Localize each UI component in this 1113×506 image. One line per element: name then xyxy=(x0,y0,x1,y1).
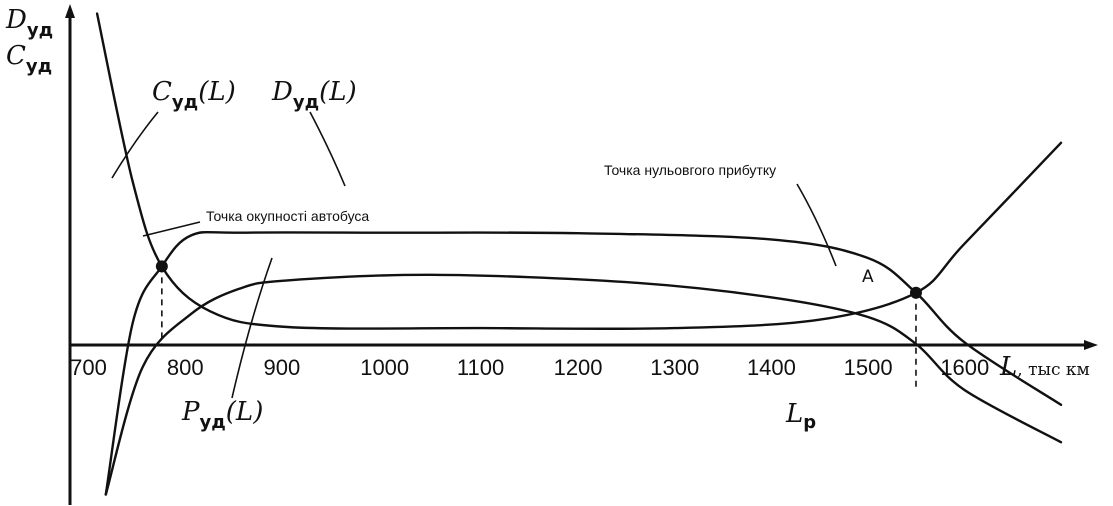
payback-point-marker xyxy=(155,260,168,273)
x-tick-label: 1200 xyxy=(554,355,603,380)
c-curve-leader xyxy=(111,111,159,179)
c-curve-label: Cуд(L) xyxy=(152,77,236,113)
x-tick-label: 900 xyxy=(264,355,301,380)
point-a-label: A xyxy=(862,267,874,287)
y-axis-arrow xyxy=(65,4,75,18)
zero-profit-leader xyxy=(796,183,837,267)
point-a-marker xyxy=(909,286,922,299)
curve-p xyxy=(104,273,1063,496)
x-tick-label: 1400 xyxy=(747,355,796,380)
p-curve-leader xyxy=(231,257,273,399)
x-tick-label: 1100 xyxy=(457,355,504,380)
d-curve-label: Dуд(L) xyxy=(271,77,357,113)
x-tick-label: 1000 xyxy=(360,355,409,380)
x-tick-label: 700 xyxy=(70,355,107,380)
d-curve-leader xyxy=(309,111,346,187)
x-tick-label: 1500 xyxy=(844,355,893,380)
p-curve-label: Pуд(L) xyxy=(181,397,263,433)
curve-c xyxy=(95,12,1063,331)
zero-profit-annotation: Точка нульовгого прибутку xyxy=(604,162,776,178)
y-axis-label-d: Dуд xyxy=(5,5,53,41)
payback-annotation: Точка окупності автобуса xyxy=(206,208,369,224)
x-tick-label: 800 xyxy=(167,355,204,380)
payback-leader xyxy=(142,221,201,237)
x-axis-label: L, тыс км xyxy=(999,352,1090,382)
lp-label: Lр xyxy=(785,399,816,433)
y-axis-label-c: Cуд xyxy=(6,41,52,77)
x-tick-label: 1300 xyxy=(650,355,699,380)
x-axis-arrow xyxy=(1084,340,1098,350)
